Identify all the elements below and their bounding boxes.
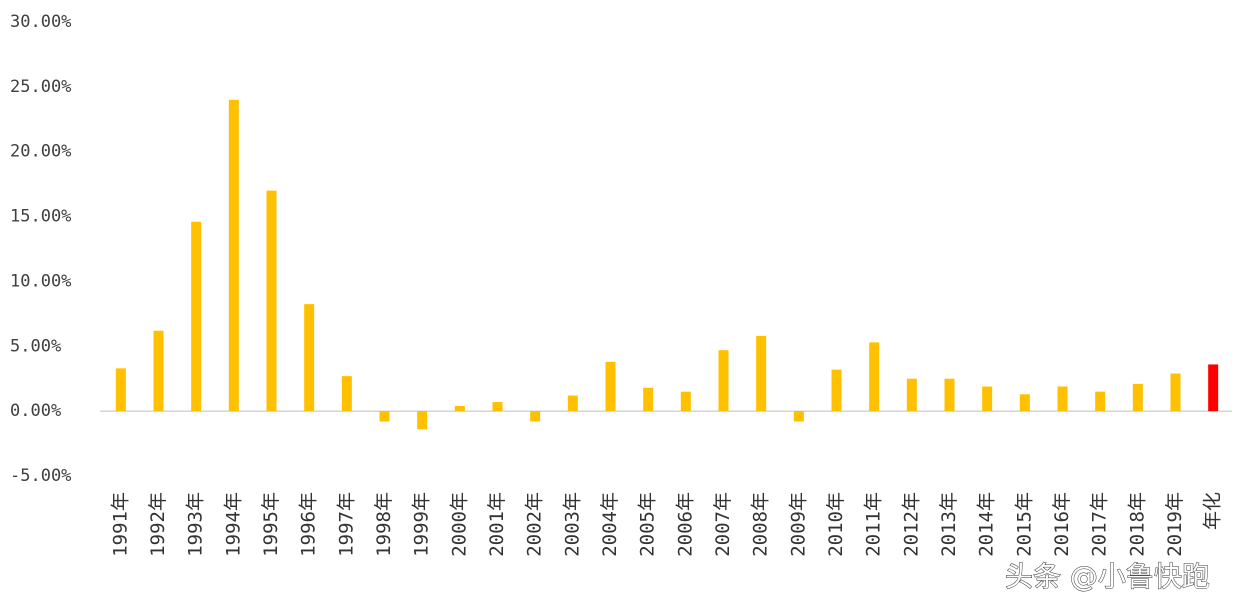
- x-tick-label: 2005年: [637, 492, 659, 557]
- watermark: 头条 @小鲁快跑: [1005, 560, 1210, 593]
- y-tick-label: 5.00%: [10, 336, 61, 356]
- x-tick-label: 2014年: [976, 492, 998, 557]
- x-tick-label: 2006年: [674, 492, 696, 557]
- x-tick-label: 1999年: [411, 492, 433, 557]
- bar: [1057, 386, 1068, 412]
- x-tick-label: 2017年: [1089, 492, 1111, 557]
- x-tick-label: 1994年: [222, 492, 244, 557]
- bar: [417, 411, 428, 430]
- x-tick-label: 1995年: [260, 492, 282, 557]
- x-tick-label: 2018年: [1126, 492, 1148, 557]
- x-tick-label: 2019年: [1164, 492, 1186, 557]
- y-tick-label: 10.00%: [10, 271, 71, 291]
- bar: [115, 368, 126, 412]
- bar: [1019, 394, 1030, 412]
- bar: [567, 395, 578, 412]
- x-tick-label: 2010年: [825, 492, 847, 557]
- x-tick-label: 2000年: [448, 492, 470, 557]
- bar: [1170, 373, 1181, 412]
- bar: [153, 330, 164, 412]
- x-tick-label: 2013年: [938, 492, 960, 557]
- x-tick-label: 1998年: [373, 492, 395, 557]
- y-tick-label: 30.00%: [10, 12, 71, 32]
- y-tick-label: -5.00%: [10, 466, 71, 486]
- bar: [831, 369, 842, 412]
- x-tick-label: 2004年: [599, 492, 621, 557]
- x-tick-label: 1996年: [298, 492, 320, 557]
- bar: [266, 190, 277, 412]
- x-tick-label: 1993年: [185, 492, 207, 557]
- x-tick-label: 2001年: [486, 492, 508, 557]
- x-tick-label: 2009年: [787, 492, 809, 557]
- bar: [643, 387, 654, 412]
- bar: [341, 376, 352, 412]
- x-tick-label: 2002年: [524, 492, 546, 557]
- x-tick-label: 2008年: [750, 492, 772, 557]
- bar: [793, 411, 804, 422]
- bar: [906, 378, 917, 412]
- bar: [869, 342, 880, 412]
- bar: [304, 304, 315, 412]
- x-tick-label: 年化: [1202, 492, 1224, 530]
- x-tick-label: 2011年: [863, 492, 885, 557]
- bar: [1132, 383, 1143, 412]
- bar: [605, 361, 616, 412]
- bar: [530, 411, 541, 422]
- bar: [944, 378, 955, 412]
- bar: [756, 335, 767, 412]
- bar: [1208, 364, 1219, 412]
- y-tick-label: 20.00%: [10, 142, 71, 162]
- bar: [492, 402, 503, 412]
- y-tick-label: 0.00%: [10, 401, 61, 421]
- y-tick-label: 25.00%: [10, 77, 71, 97]
- x-tick-label: 1997年: [335, 492, 357, 557]
- bar: [454, 405, 465, 412]
- x-tick-label: 2016年: [1051, 492, 1073, 557]
- bar: [680, 391, 691, 412]
- bar: [191, 221, 202, 412]
- x-tick-label: 1991年: [109, 492, 131, 557]
- y-tick-label: 15.00%: [10, 207, 71, 227]
- bar: [379, 411, 390, 422]
- bar: [982, 386, 993, 412]
- bar: [718, 350, 729, 412]
- x-tick-label: 2015年: [1013, 492, 1035, 557]
- x-tick-label: 2012年: [900, 492, 922, 557]
- bar: [1095, 391, 1106, 412]
- x-tick-label: 2003年: [561, 492, 583, 557]
- x-tick-label: 1992年: [147, 492, 169, 557]
- bar: [228, 99, 239, 412]
- x-tick-label: 2007年: [712, 492, 734, 557]
